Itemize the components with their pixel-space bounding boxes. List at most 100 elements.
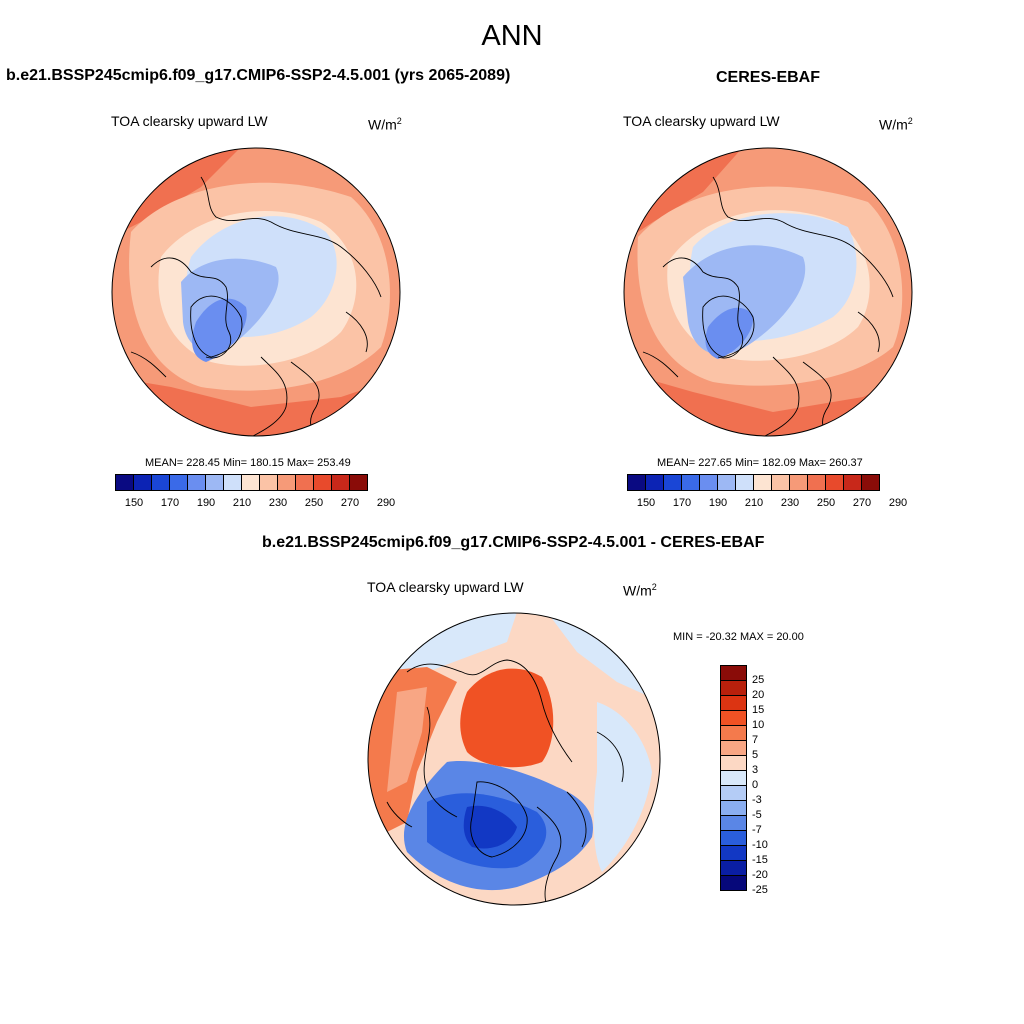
diff-colorbar-box [721,711,746,726]
model-colorbar-tick-label: 190 [196,497,216,509]
diff-colorbar-labels: 25 20 15 10 7 5 3 0 -3 -5 -7 -10 -15 -20 -25 [752,665,792,901]
obs-colorbar-box [718,475,736,490]
model-colorbar-tick-label: 170 [160,497,180,509]
obs-colorbar-ticks: 150 170 190 210 230 250 270 290 [627,497,911,511]
model-colorbar-box [350,475,367,490]
model-variable-label: TOA clearsky upward LW [111,113,268,129]
obs-colorbar-tick-label: 250 [816,497,836,509]
obs-colorbar-box [772,475,790,490]
model-field-greenland-core [192,298,247,362]
obs-map-border [623,147,913,437]
model-units-label: W/m2 [368,116,402,133]
diff-colorbar-label: 10 [752,719,765,731]
diff-colorbar-box [721,771,746,786]
diff-variable-label: TOA clearsky upward LW [367,579,524,595]
obs-colorbar-box [808,475,826,490]
model-colorbar-box [278,475,296,490]
obs-units-label: W/m2 [879,116,913,133]
diff-colorbar-box [721,801,746,816]
diff-colorbar-label: 25 [752,674,765,686]
model-colorbar-box [134,475,152,490]
obs-colorbar-box [664,475,682,490]
model-map-border [111,147,401,437]
model-colorbar-box [116,475,134,490]
obs-stats: MEAN= 227.65 Min= 182.09 Max= 260.37 [657,457,863,469]
diff-colorbar-box [721,846,746,861]
page-title: ANN [481,20,543,52]
obs-colorbar-box [862,475,879,490]
diff-field-greenland-core [463,805,517,849]
diff-colorbar-label: -20 [752,869,768,881]
diff-stats: MIN = -20.32 MAX = 20.00 [673,631,804,643]
diff-colorbar-label: -10 [752,839,768,851]
diff-colorbar [720,665,747,891]
diff-colorbar-label: 15 [752,704,765,716]
model-colorbar-box [242,475,260,490]
diff-colorbar-label: 5 [752,749,759,761]
obs-field-greenland-core [705,307,754,359]
diff-colorbar-box [721,816,746,831]
diff-colorbar-box [721,876,746,890]
obs-colorbar [627,474,880,491]
model-colorbar-tick-label: 290 [376,497,396,509]
diff-colorbar-box [721,726,746,741]
model-colorbar-tick-label: 230 [268,497,288,509]
obs-colorbar-tick-label: 150 [636,497,656,509]
obs-colorbar-box [844,475,862,490]
diff-colorbar-label: 3 [752,764,759,776]
model-polar-map [111,147,401,437]
diff-colorbar-box [721,831,746,846]
model-colorbar-box [188,475,206,490]
diff-colorbar-label: -15 [752,854,768,866]
diff-map-border [367,612,661,906]
model-colorbar-box [314,475,332,490]
obs-colorbar-tick-label: 270 [852,497,872,509]
obs-polar-map [623,147,913,437]
model-stats: MEAN= 228.45 Min= 180.15 Max= 253.49 [145,457,351,469]
model-colorbar-box [206,475,224,490]
diff-colorbar-box [721,666,746,681]
diff-colorbar-box [721,696,746,711]
diff-colorbar-label: -7 [752,824,762,836]
obs-colorbar-box [682,475,700,490]
obs-colorbar-box [754,475,772,490]
obs-colorbar-box [736,475,754,490]
obs-colorbar-tick-label: 230 [780,497,800,509]
diff-colorbar-label: 7 [752,734,759,746]
model-colorbar-tick-label: 210 [232,497,252,509]
obs-colorbar-tick-label: 190 [708,497,728,509]
obs-colorbar-box [790,475,808,490]
obs-colorbar-tick-label: 290 [888,497,908,509]
obs-panel-title: CERES-EBAF [716,69,821,86]
diff-colorbar-label: -3 [752,794,762,806]
model-colorbar-tick-label: 270 [340,497,360,509]
obs-colorbar-box [628,475,646,490]
diff-colorbar-label: -25 [752,884,768,896]
diff-colorbar-box [721,861,746,876]
diff-panel-title: b.e21.BSSP245cmip6.f09_g17.CMIP6-SSP2-4.… [262,534,765,551]
model-colorbar-ticks: 150 170 190 210 230 250 270 290 [115,497,399,511]
obs-colorbar-tick-label: 170 [672,497,692,509]
model-colorbar-box [224,475,242,490]
model-colorbar [115,474,368,491]
diff-colorbar-label: -5 [752,809,762,821]
model-colorbar-tick-label: 150 [124,497,144,509]
diff-polar-map [367,612,661,906]
diff-colorbar-box [721,681,746,696]
diff-field-salmon-west [387,687,427,792]
model-colorbar-box [170,475,188,490]
model-colorbar-box [260,475,278,490]
diff-colorbar-box [721,786,746,801]
diff-units-label: W/m2 [623,582,657,599]
diff-colorbar-box [721,756,746,771]
obs-colorbar-box [826,475,844,490]
diff-coastlines [386,659,624,905]
model-colorbar-box [332,475,350,490]
obs-variable-label: TOA clearsky upward LW [623,113,780,129]
model-colorbar-box [152,475,170,490]
obs-colorbar-tick-label: 210 [744,497,764,509]
diff-field-red-arctic [460,668,554,768]
obs-colorbar-box [646,475,664,490]
diff-field-pale-blue-east [593,702,652,872]
model-panel-title: b.e21.BSSP245cmip6.f09_g17.CMIP6-SSP2-4.… [6,67,511,84]
